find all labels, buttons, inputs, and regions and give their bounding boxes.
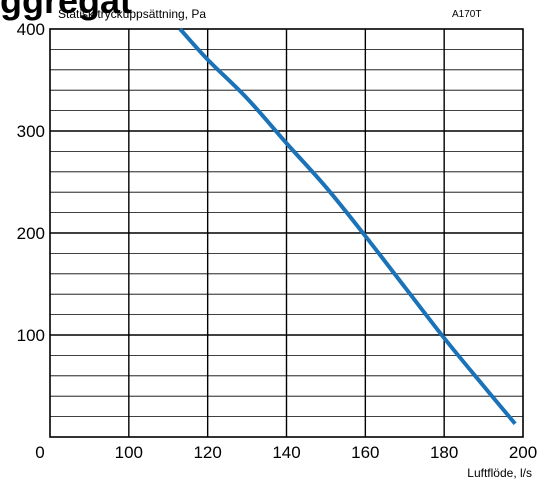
- x-axis-label: Luftflöde, l/s: [467, 466, 532, 480]
- y-tick-label: 100: [17, 326, 45, 345]
- plot-frame: [49, 28, 524, 438]
- y-tick-label: 200: [17, 224, 45, 243]
- x-tick-label: 140: [272, 443, 300, 462]
- y-tick-label: 300: [17, 122, 45, 141]
- series-line: [178, 27, 517, 426]
- x-tick-label: 160: [351, 443, 379, 462]
- x-tick-label: 100: [115, 443, 143, 462]
- x-tick-label: 120: [193, 443, 221, 462]
- y-tick-label: 400: [17, 20, 45, 39]
- x-tick-label: 0: [35, 443, 44, 462]
- page-title: ggregat: [0, 0, 133, 21]
- x-tick-label: 200: [509, 443, 537, 462]
- model-code: A170T: [452, 9, 482, 20]
- x-tick-label: 180: [430, 443, 458, 462]
- y-axis-label: Statisk tryckuppsättning, Pa: [58, 7, 207, 21]
